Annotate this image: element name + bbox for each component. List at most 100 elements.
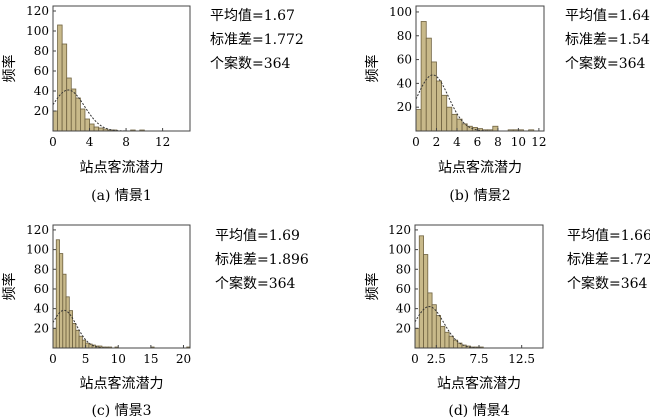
y-tick-label: 20 xyxy=(34,104,49,118)
histogram-bar xyxy=(68,310,73,349)
stat-line: 平均值=1.66 xyxy=(567,228,650,244)
histogram-bar xyxy=(444,331,450,349)
x-tick-label: 0 xyxy=(411,352,419,366)
y-tick-label: 80 xyxy=(396,262,411,276)
stat-line: 标准差=1.772 xyxy=(210,32,304,48)
x-tick-label: 12 xyxy=(155,135,170,149)
y-tick-label: 20 xyxy=(34,321,49,335)
x-tick-label: 12.5 xyxy=(508,352,535,366)
histogram-bar xyxy=(93,126,100,132)
plot-frame xyxy=(52,224,191,349)
y-axis-label: 频率 xyxy=(364,273,381,301)
x-tick-label: 0 xyxy=(49,135,57,149)
y-tick-label: 120 xyxy=(26,4,49,18)
x-tick-label: 10 xyxy=(511,135,526,149)
y-tick-label: 100 xyxy=(389,5,412,19)
y-tick-label: 80 xyxy=(34,262,49,276)
histogram-bar xyxy=(427,292,433,349)
stat-line: 平均值=1.64 xyxy=(565,8,650,24)
x-tick-label: 2.5 xyxy=(427,352,446,366)
y-tick-label: 80 xyxy=(397,29,412,43)
x-tick-label: 4 xyxy=(453,135,461,149)
x-tick-label: 8 xyxy=(122,135,130,149)
panel-caption: (a) 情景1 xyxy=(91,188,152,204)
histogram-bar xyxy=(59,253,64,349)
x-tick-label: 12 xyxy=(531,135,546,149)
stat-line: 平均值=1.67 xyxy=(210,8,295,24)
x-tick-label: 10 xyxy=(111,352,126,366)
histogram-panel-2: 20 40 60 80 100 0 2 4 6 8 10 12 站点客流潜力 频率 平均值=1.64 标准差=… xyxy=(364,5,650,204)
stat-line: 标准差=1.896 xyxy=(215,252,309,268)
y-tick-label: 40 xyxy=(34,84,49,98)
x-tick-label: 5 xyxy=(82,352,90,366)
y-tick-label: 120 xyxy=(388,223,411,237)
y-tick-label: 100 xyxy=(26,24,49,38)
x-tick-label: 6 xyxy=(474,135,482,149)
x-tick-label: 20 xyxy=(176,352,191,366)
panel-caption: (b) 情景2 xyxy=(449,188,510,204)
y-tick-label: 60 xyxy=(34,64,49,78)
histogram-bar xyxy=(441,94,448,132)
histogram-bar xyxy=(435,315,441,349)
y-tick-label: 60 xyxy=(397,53,412,67)
histogram-bar xyxy=(414,327,420,349)
histogram-bar xyxy=(451,113,458,132)
x-tick-label: 4 xyxy=(86,135,94,149)
x-axis-label: 站点客流潜力 xyxy=(438,159,522,176)
plot-frame xyxy=(52,5,191,132)
y-tick-label: 100 xyxy=(388,243,411,257)
histogram-bar xyxy=(430,61,437,132)
y-tick-label: 80 xyxy=(34,44,49,58)
stat-line: 标准差=1.542 xyxy=(565,32,650,48)
histogram-bar xyxy=(75,97,81,132)
panel-caption: (c) 情景3 xyxy=(91,403,151,419)
histogram-bar xyxy=(78,335,83,349)
stat-line: 个案数=364 xyxy=(210,55,291,72)
x-tick-label: 7.5 xyxy=(469,352,488,366)
y-tick-label: 60 xyxy=(396,282,411,296)
y-tick-label: 100 xyxy=(26,243,49,257)
histogram-bar xyxy=(84,118,90,132)
plot-frame xyxy=(415,5,545,132)
x-tick-label: 8 xyxy=(494,135,502,149)
histogram-bar xyxy=(65,296,70,349)
histogram-bar xyxy=(80,108,86,132)
histogram-bar xyxy=(446,106,453,132)
y-axis-label: 频率 xyxy=(1,273,18,301)
histogram-panel-4: 20 40 60 80 100 120 0 2.5 7.5 12.5 站点客流潜力 频率 平均值=1.6… xyxy=(364,223,650,419)
histogram-bar xyxy=(55,239,60,349)
histogram-bar xyxy=(415,109,422,132)
stat-line: 平均值=1.69 xyxy=(215,228,300,244)
y-tick-label: 40 xyxy=(396,302,411,316)
histogram-bar xyxy=(70,88,77,132)
histogram-bar xyxy=(66,77,72,132)
stat-line: 个案数=364 xyxy=(565,55,646,72)
y-tick-label: 60 xyxy=(34,282,49,296)
histogram-bar xyxy=(448,335,454,349)
histogram-bar xyxy=(456,118,463,132)
y-tick-label: 40 xyxy=(34,302,49,316)
normal-curve xyxy=(415,74,544,132)
x-tick-label: 0 xyxy=(412,135,420,149)
histogram-panel-1: 20 40 60 80 100 120 0 4 8 12 站点客流潜力 频率 平均值=1.67 标准差=1… xyxy=(1,4,304,204)
stat-line: 个案数=364 xyxy=(215,275,296,292)
histogram-bar xyxy=(423,254,429,349)
histogram-bar xyxy=(61,43,68,132)
y-tick-label: 20 xyxy=(396,321,411,335)
histogram-bar xyxy=(89,123,95,132)
stat-line: 个案数=364 xyxy=(567,275,648,292)
histogram-bar xyxy=(492,125,499,132)
x-tick-label: 2 xyxy=(433,135,441,149)
histogram-bar xyxy=(52,110,58,132)
x-axis-label: 站点客流潜力 xyxy=(80,375,164,392)
x-tick-label: 0 xyxy=(49,352,57,366)
histogram-panel-3: 20 40 60 80 100 120 0 5 10 15 20 站点客流潜力 频率 平均值=1.69 标准… xyxy=(1,223,309,419)
histogram-bar xyxy=(440,325,446,349)
histogram-bar xyxy=(436,80,443,132)
histogram-bar xyxy=(75,329,80,349)
histogram-bar xyxy=(431,304,437,349)
stat-line: 标准差=1.724 xyxy=(567,252,650,268)
y-axis-label: 频率 xyxy=(364,55,381,83)
y-tick-label: 40 xyxy=(397,76,412,90)
